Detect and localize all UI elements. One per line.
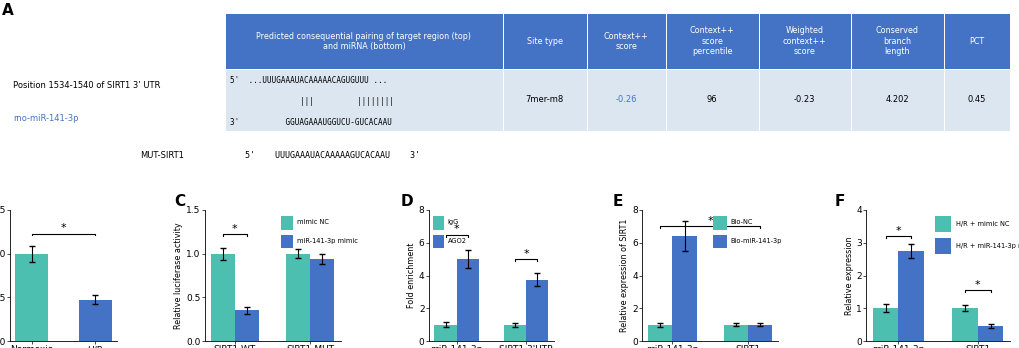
Text: Conserved
branch
length: Conserved branch length [875,26,918,56]
Text: PCT: PCT [968,37,983,46]
Bar [758,13,850,69]
Bar [758,69,850,131]
Text: 5'    UUUGAAAUACAAAAAGUCACAAU    3': 5' UUUGAAAUACAAAAAGUCACAAU 3' [245,151,420,160]
Y-axis label: Relative expression of SIRT1: Relative expression of SIRT1 [620,219,629,332]
Bar [502,69,586,131]
Text: A: A [2,3,14,18]
Bar [723,325,747,341]
Text: Weighted
context++
score: Weighted context++ score [783,26,825,56]
Bar [977,326,1003,341]
Bar [943,69,1009,131]
Y-axis label: Relative luciferase activity: Relative luciferase activity [174,222,183,329]
Text: F: F [834,194,845,209]
Text: 96: 96 [706,95,716,104]
Text: Predicted consequential pairing of target region (top)
and miRNA (bottom): Predicted consequential pairing of targe… [256,32,471,51]
Bar [850,13,943,69]
Text: *: * [232,224,237,234]
Y-axis label: Relative expression: Relative expression [844,236,853,315]
Bar [586,69,665,131]
Bar [648,325,672,341]
Bar [286,254,310,341]
Text: rno-miR-141-3p: rno-miR-141-3p [13,114,78,123]
Bar [78,300,111,341]
Bar [234,310,259,341]
Bar [225,69,502,131]
Bar [434,325,457,341]
Text: 0.45: 0.45 [967,95,985,104]
Text: *: * [707,216,712,226]
Bar [10,69,225,131]
Text: MUT-SIRT1: MUT-SIRT1 [140,151,183,160]
Bar [898,251,923,341]
Bar [850,69,943,131]
Text: *: * [974,280,979,290]
Text: *: * [895,226,900,236]
Y-axis label: Fold enrichment: Fold enrichment [407,243,416,308]
Bar [457,259,478,341]
Bar [310,259,334,341]
Bar [211,254,234,341]
Bar [952,308,977,341]
Bar [747,325,771,341]
Text: ||||||||: |||||||| [357,97,393,106]
Text: |||: ||| [300,97,314,106]
Bar [665,13,758,69]
Text: -0.23: -0.23 [793,95,815,104]
Text: Context++
score: Context++ score [603,32,648,51]
Bar [872,308,898,341]
Bar [225,13,502,69]
Text: 5'  ...UUUGAAAUACAAAAACAGUGUUU ...: 5' ...UUUGAAAUACAAAAACAGUGUUU ... [230,76,387,85]
Bar [943,13,1009,69]
Text: *: * [60,223,66,233]
Text: 3'          GGUAGAAAUGGUCU-GUCACAAU: 3' GGUAGAAAUGGUCU-GUCACAAU [230,118,391,127]
Text: *: * [453,224,459,234]
Bar [526,279,548,341]
Text: E: E [611,194,622,209]
Bar [502,13,586,69]
Bar [586,13,665,69]
Bar [503,325,526,341]
Text: C: C [174,194,185,209]
Bar [15,254,48,341]
Text: Position 1534-1540 of SIRT1 3’ UTR: Position 1534-1540 of SIRT1 3’ UTR [13,81,160,90]
Text: Site type: Site type [526,37,562,46]
Text: 7mer-m8: 7mer-m8 [525,95,564,104]
Bar [665,69,758,131]
Text: D: D [400,194,414,209]
Text: Context++
score
percentile: Context++ score percentile [689,26,734,56]
Bar [672,236,696,341]
Text: -0.26: -0.26 [614,95,637,104]
Text: *: * [523,249,529,259]
Text: 4.202: 4.202 [884,95,908,104]
